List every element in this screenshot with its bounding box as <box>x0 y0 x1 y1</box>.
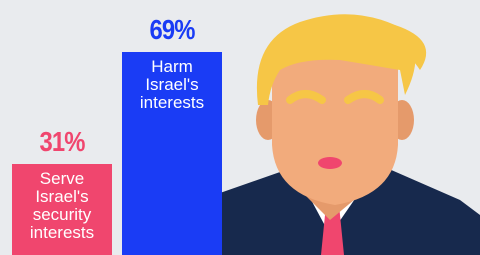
bar: Harm Israel's interests <box>122 52 222 255</box>
value-label: 31% <box>20 126 105 158</box>
value-label: 69% <box>130 14 215 46</box>
infographic: Serve Israel's security interests 31% Harm… <box>0 0 480 255</box>
category-label: Serve Israel's security interests <box>16 170 108 242</box>
category-label: Harm Israel's interests <box>126 58 218 112</box>
bar: Serve Israel's security interests <box>12 164 112 255</box>
